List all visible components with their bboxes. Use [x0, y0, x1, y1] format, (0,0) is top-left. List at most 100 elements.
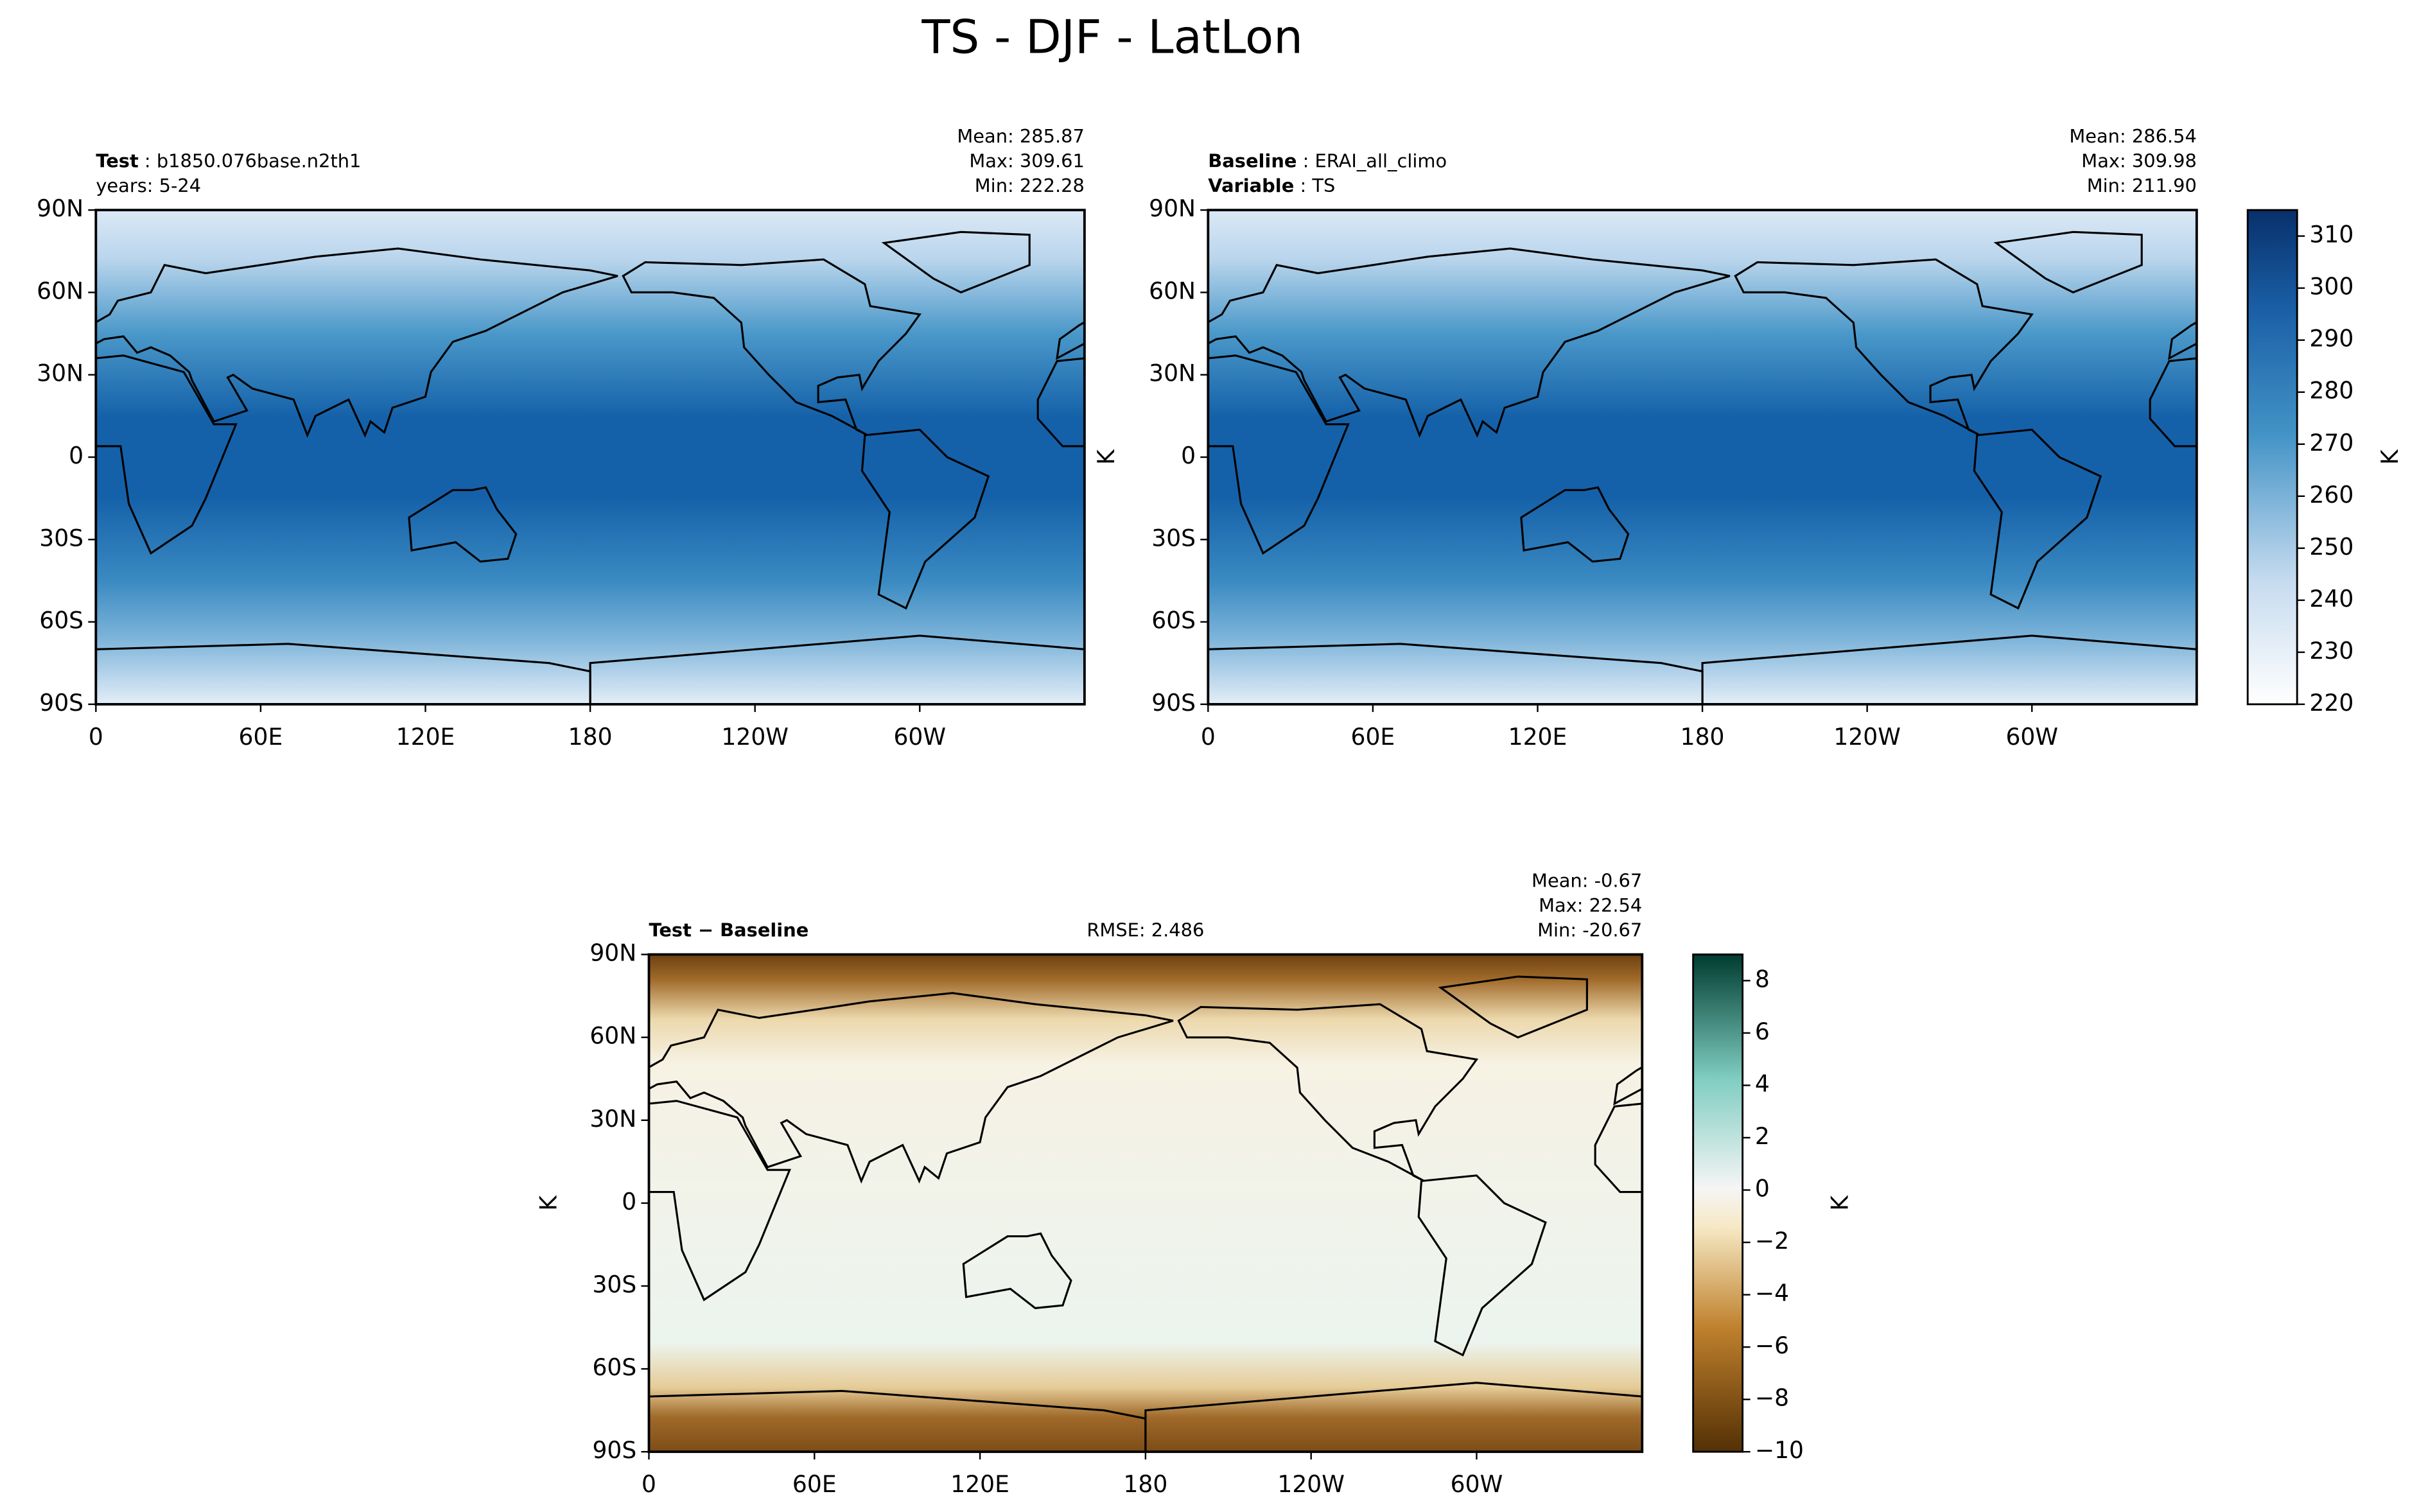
colorbar-tick-label: −8 — [1755, 1385, 1789, 1412]
y-tick-label: 30N — [37, 360, 83, 387]
coastline — [2149, 357, 2197, 448]
panel-label: Test − Baseline — [649, 919, 809, 941]
label-key: Test − Baseline — [649, 919, 809, 941]
y-tick-label: 60S — [1151, 607, 1196, 634]
y-tick-label: 60N — [37, 277, 83, 304]
colorbar-tick-label: 230 — [2309, 638, 2353, 665]
colorbar-label: K — [1827, 1195, 1854, 1211]
coastline — [962, 1232, 1072, 1310]
coastline — [1417, 1174, 1547, 1357]
coastline — [1520, 486, 1630, 563]
coastline — [1734, 258, 2034, 437]
label-value: : b1850.076base.n2th1 — [139, 150, 362, 172]
y-tick-label: 30S — [39, 525, 83, 552]
y-tick-label: 30N — [589, 1106, 636, 1133]
coastline — [1036, 357, 1085, 448]
stat-label: Max: 22.54 — [1539, 894, 1642, 916]
x-tick-label: 60W — [2005, 724, 2058, 751]
y-axis-label: K — [1093, 449, 1120, 465]
x-tick-label: 180 — [1123, 1471, 1167, 1498]
y-tick-label: 90S — [1151, 690, 1196, 717]
colorbar-tick-label: −2 — [1755, 1228, 1789, 1255]
stat-label: Mean: -0.67 — [1532, 870, 1642, 892]
coastline — [1177, 1003, 1479, 1182]
panel-label: Variable : TS — [1208, 175, 1335, 196]
colorbar-tick-label: 220 — [2309, 690, 2353, 717]
y-tick-label: 0 — [622, 1188, 636, 1215]
colorbar-label: K — [2377, 449, 2404, 465]
colorbar — [1692, 953, 1744, 1453]
y-tick-label: 0 — [1181, 442, 1196, 469]
colorbar-tick-label: 2 — [1755, 1123, 1770, 1150]
y-axis-label: K — [536, 1195, 563, 1211]
y-tick-label: 90S — [39, 690, 83, 717]
map-field — [1208, 210, 2197, 704]
y-tick-label: 90N — [589, 940, 636, 967]
label-value: : TS — [1294, 175, 1335, 196]
y-tick-label: 60S — [592, 1354, 636, 1381]
coastline — [1701, 634, 2197, 704]
colorbar-tick-label: 300 — [2309, 274, 2353, 300]
map-field — [96, 210, 1085, 704]
x-tick-label: 180 — [1681, 724, 1725, 751]
y-tick-label: 90N — [1149, 195, 1196, 222]
y-tick-label: 30N — [1149, 360, 1196, 387]
coastline — [1957, 1233, 2065, 1308]
x-tick-label: 120W — [721, 724, 789, 751]
coastline — [1973, 428, 2102, 610]
colorbar — [2246, 209, 2298, 706]
stat-label: Min: -20.67 — [1537, 919, 1642, 941]
y-tick-label: 60S — [39, 607, 83, 634]
colorbar-tick-label: 0 — [1755, 1176, 1770, 1203]
x-tick-label: 120E — [950, 1471, 1009, 1498]
y-tick-label: 30S — [1151, 525, 1196, 552]
coastlines — [0, 230, 1085, 704]
coastline — [448, 977, 594, 1038]
coastlines — [186, 975, 2065, 1452]
colorbar-tick-label: 250 — [2309, 534, 2353, 560]
coastline — [1208, 247, 1731, 439]
coastline — [649, 992, 1174, 1184]
coastline — [0, 232, 41, 292]
stat-label: Max: 309.61 — [969, 150, 1085, 172]
stat-label: Mean: 286.54 — [2069, 125, 2197, 147]
map-field — [649, 954, 1643, 1452]
coastline — [96, 354, 238, 555]
x-tick-label: 60W — [893, 724, 946, 751]
y-tick-label: 60N — [1149, 277, 1196, 304]
colorbar-tick-label: 240 — [2309, 586, 2353, 613]
x-tick-label: 0 — [1201, 724, 1216, 751]
colorbar-tick-label: 280 — [2309, 378, 2353, 404]
coastline — [589, 634, 1085, 704]
colorbar-tick-label: −6 — [1755, 1332, 1789, 1359]
x-tick-label: 180 — [568, 724, 613, 751]
x-tick-label: 60W — [1451, 1471, 1503, 1498]
colorbar-tick-label: 290 — [2309, 326, 2353, 352]
label-key: Variable — [1208, 175, 1294, 196]
y-tick-label: 30S — [592, 1271, 636, 1298]
colorbar-tick-label: 270 — [2309, 430, 2353, 456]
x-tick-label: 60E — [792, 1471, 837, 1498]
stat-label: Mean: 285.87 — [957, 125, 1085, 147]
coastline — [96, 247, 618, 439]
map-panel: 0 60E 120E 180 120W 60W 90S 60S 30S 0 30N 60N 90N Tes… — [0, 125, 1086, 751]
label-key: Test — [96, 150, 139, 172]
x-tick-label: 60E — [239, 724, 283, 751]
figure-title: TS - DJF - LatLon — [921, 11, 1303, 65]
stat-label: Min: 211.90 — [2087, 175, 2197, 196]
label-value: : ERAI_all_climo — [1297, 150, 1447, 172]
stat-label: Min: 222.28 — [975, 175, 1085, 196]
coastline — [186, 1004, 484, 1181]
label-key: Baseline — [1208, 150, 1297, 172]
panel-label: years: 5-24 — [96, 175, 201, 196]
x-tick-label: 120W — [1833, 724, 1901, 751]
colorbar-tick-label: −10 — [1755, 1437, 1804, 1464]
x-tick-label: 120E — [396, 724, 455, 751]
coastline — [622, 258, 921, 437]
y-tick-label: 90N — [37, 195, 83, 222]
coastline — [1438, 975, 1588, 1039]
coastline — [1208, 354, 1350, 555]
coastlines — [1208, 230, 2197, 704]
coastline — [1993, 230, 2143, 294]
